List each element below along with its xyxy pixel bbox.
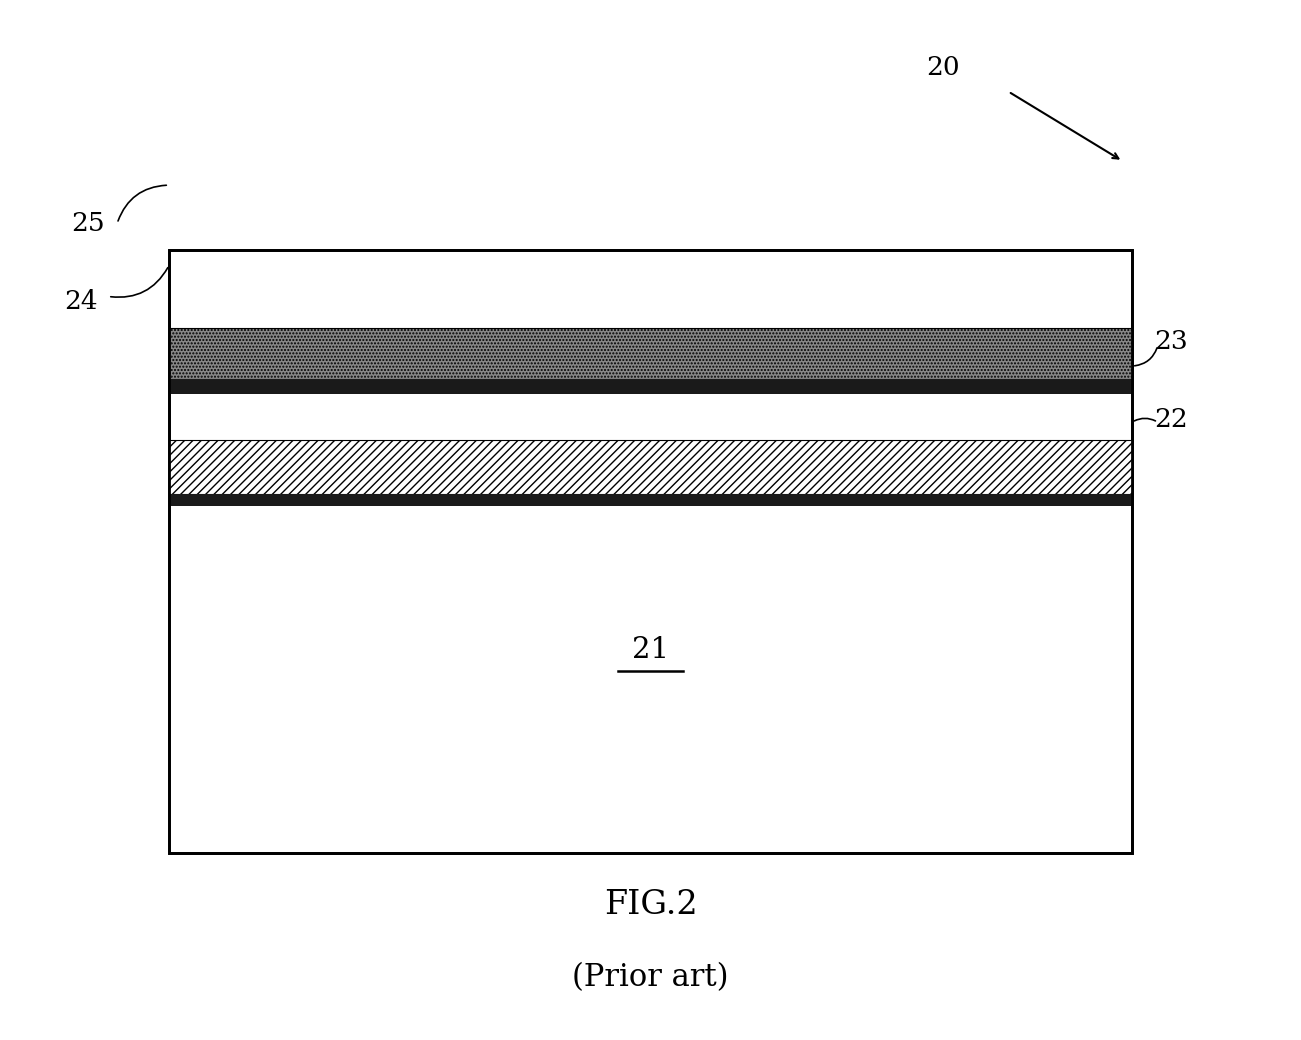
Text: 20: 20	[926, 55, 960, 80]
Bar	[169, 250, 1132, 853]
Text: (Prior art): (Prior art)	[572, 962, 729, 993]
Text: 21: 21	[632, 636, 669, 664]
Text: 23: 23	[1154, 329, 1188, 354]
Bar	[169, 380, 1132, 394]
Text: 24: 24	[64, 289, 98, 314]
Text: FIG.2: FIG.2	[604, 889, 697, 920]
Text: 22: 22	[1154, 407, 1188, 432]
Bar	[169, 494, 1132, 506]
Bar	[169, 440, 1132, 494]
Text: 25: 25	[72, 211, 105, 236]
Bar	[169, 250, 1132, 853]
Bar	[169, 328, 1132, 380]
